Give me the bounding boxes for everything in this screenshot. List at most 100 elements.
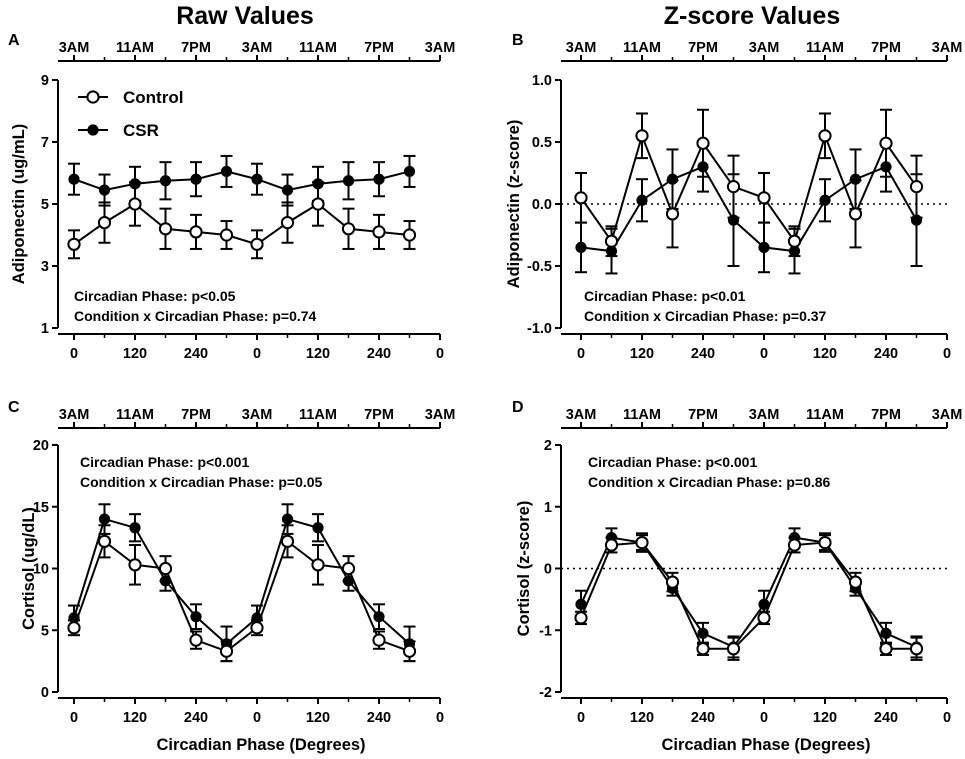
data-point: [848, 575, 863, 589]
x-tick-label-bottom: 0: [70, 710, 78, 726]
data-point: [190, 173, 202, 185]
data-point: [696, 136, 710, 150]
x-tick-label-top: 7PM: [364, 407, 394, 423]
y-tick-label: 0: [41, 685, 49, 701]
stats-line: Circadian Phase: p<0.01: [584, 288, 746, 304]
x-tick-label-top: 3AM: [242, 40, 273, 56]
stats-line: Condition x Circadian Phase: p=0.86: [588, 474, 831, 490]
x-tick-label-bottom: 240: [367, 346, 391, 362]
data-point: [373, 173, 385, 185]
y-tick-label: 10: [33, 562, 49, 578]
series-csr: [68, 503, 416, 663]
data-point: [341, 561, 356, 576]
series-line: [73, 170, 410, 192]
data-point: [220, 165, 233, 178]
x-tick-label-bottom: 0: [943, 346, 951, 362]
y-tick-label: 7: [41, 135, 49, 151]
x-tick-label-bottom: 120: [306, 710, 330, 726]
data-point: [189, 225, 203, 239]
data-point: [818, 129, 832, 143]
data-point: [402, 644, 417, 658]
x-tick-label-top: 3AM: [59, 40, 90, 56]
series-csr: [68, 154, 416, 207]
data-point: [341, 222, 356, 236]
data-point: [402, 228, 417, 242]
data-point: [219, 228, 234, 242]
data-point: [128, 558, 142, 572]
data-point: [635, 535, 649, 550]
legend-marker: [87, 124, 99, 136]
data-point: [757, 611, 771, 625]
x-tick-label-bottom: 0: [70, 346, 78, 362]
stats-line: Circadian Phase: p<0.001: [588, 454, 757, 470]
y-axis-title: Adiponectin (ug/mL): [10, 124, 28, 284]
panel-letter: D: [512, 399, 524, 416]
data-point: [250, 621, 264, 635]
stats-line: Condition x Circadian Phase: p=0.05: [80, 474, 323, 490]
x-tick-label-bottom: 240: [691, 710, 715, 726]
x-tick-label-top: 11AM: [806, 40, 844, 56]
data-point: [818, 535, 832, 550]
data-point: [726, 642, 741, 656]
x-tick-label-top: 3AM: [59, 407, 90, 423]
series-control: [67, 524, 417, 663]
y-tick-label: -2: [539, 685, 552, 701]
x-tick-label-bottom: 240: [184, 710, 208, 726]
data-point: [575, 241, 587, 253]
data-point: [128, 197, 142, 211]
data-point: [312, 522, 324, 534]
data-point: [879, 136, 893, 150]
series-line: [73, 539, 410, 653]
x-tick-label-top: 3AM: [425, 407, 456, 423]
data-point: [757, 191, 771, 205]
y-axis-title: Cortisol (ug/dL): [20, 507, 38, 630]
data-point: [758, 598, 770, 610]
series-control: [67, 181, 417, 260]
x-tick-label-top: 3AM: [425, 40, 456, 56]
x-tick-label-top: 11AM: [116, 40, 154, 56]
data-point: [879, 642, 893, 656]
data-point: [880, 627, 892, 639]
data-point: [129, 522, 141, 534]
data-point: [909, 180, 924, 194]
series-control: [574, 534, 924, 661]
data-point: [636, 194, 648, 206]
x-tick-label-bottom: 240: [874, 710, 898, 726]
data-point: [158, 561, 173, 576]
data-point: [280, 216, 295, 230]
x-tick-label-top: 11AM: [623, 407, 661, 423]
data-point: [726, 180, 741, 194]
x-tick-label-top: 7PM: [688, 407, 718, 423]
data-point: [403, 165, 416, 178]
data-point: [696, 642, 710, 656]
panel-letter: C: [8, 399, 20, 416]
x-tick-label-bottom: 0: [760, 710, 768, 726]
x-tick-label-bottom: 0: [577, 710, 585, 726]
x-tick-label-bottom: 120: [630, 710, 654, 726]
data-point: [158, 222, 173, 236]
z-score-values-title: Z-score Values: [664, 2, 840, 30]
y-tick-label: 0: [544, 562, 552, 578]
data-point: [67, 621, 81, 635]
x-tick-label-top: 11AM: [299, 40, 337, 56]
y-tick-label: -0.5: [527, 259, 552, 275]
stats-line: Condition x Circadian Phase: p=0.37: [584, 308, 827, 324]
raw-values-title: Raw Values: [176, 2, 314, 30]
x-tick-label-bottom: 120: [630, 346, 654, 362]
x-tick-label-top: 3AM: [932, 40, 963, 56]
y-axis-title: Cortisol (z-score): [515, 501, 533, 637]
y-axis-title: Adiponectin (z-score): [505, 120, 523, 289]
x-tick-label-bottom: 240: [367, 710, 391, 726]
x-tick-label-bottom: 120: [123, 346, 147, 362]
series-line: [73, 202, 410, 246]
data-point: [97, 216, 112, 230]
x-tick-label-top: 11AM: [299, 407, 337, 423]
x-tick-label-bottom: 0: [943, 710, 951, 726]
series-line: [580, 536, 917, 649]
series-line: [580, 541, 917, 650]
x-tick-label-top: 7PM: [364, 40, 394, 56]
data-point: [189, 633, 203, 647]
x-tick-label-top: 11AM: [623, 40, 661, 56]
data-point: [98, 184, 111, 196]
y-tick-label: 0.5: [532, 135, 552, 151]
